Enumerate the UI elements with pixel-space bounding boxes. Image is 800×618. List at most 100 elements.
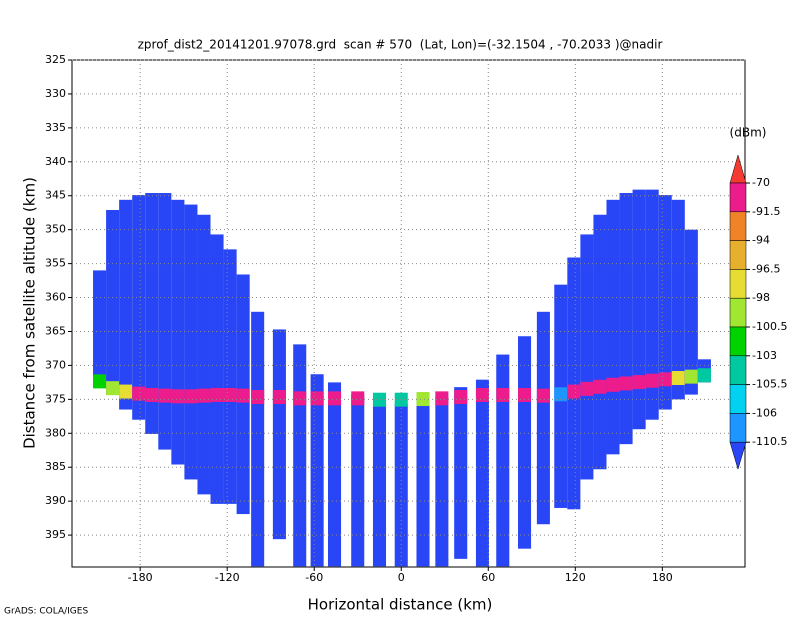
x-tick-label: 180 xyxy=(652,571,673,584)
y-tick-label: 395 xyxy=(45,528,66,541)
colorbar-label: -96.5 xyxy=(752,262,780,275)
colorbar-segment xyxy=(729,355,747,385)
colorbar-unit: (dBm) xyxy=(730,126,767,140)
beam xyxy=(580,234,594,480)
y-tick-label: 345 xyxy=(45,189,66,202)
colorbar-segment xyxy=(729,240,747,270)
surface-echo xyxy=(435,391,449,406)
beam xyxy=(645,189,659,420)
surface-echo xyxy=(158,388,172,403)
surface-echo xyxy=(632,375,646,390)
surface-echo xyxy=(210,387,224,402)
x-tick-label: 120 xyxy=(565,571,586,584)
y-tick-label: 380 xyxy=(45,426,66,439)
colorbar-label: -70 xyxy=(752,176,770,189)
surface-echo xyxy=(394,392,408,407)
beam xyxy=(132,195,146,420)
surface-echo xyxy=(475,387,489,402)
surface-echo xyxy=(93,374,107,389)
surface-echo xyxy=(372,392,387,407)
beam xyxy=(496,354,510,567)
colorbar-segment xyxy=(729,269,747,299)
y-tick-label: 365 xyxy=(45,324,66,337)
beam xyxy=(210,234,224,504)
surface-echo xyxy=(536,388,550,403)
beam xyxy=(372,399,387,567)
y-tick-label: 325 xyxy=(45,53,66,66)
colorbar-label: -106 xyxy=(752,406,777,419)
y-tick-label: 375 xyxy=(45,392,66,405)
y-tick-label: 350 xyxy=(45,223,66,236)
beam xyxy=(145,193,159,434)
x-tick-label: -180 xyxy=(128,571,153,584)
beam xyxy=(184,204,198,480)
surface-echo xyxy=(251,390,265,404)
surface-echo xyxy=(223,387,237,402)
surface-echo xyxy=(518,387,532,402)
beam xyxy=(619,193,633,445)
surface-echo xyxy=(684,369,698,384)
beam xyxy=(106,209,120,395)
colorbar-label: -110.5 xyxy=(752,435,787,448)
colorbar-bottom xyxy=(729,441,747,471)
beam xyxy=(119,199,133,410)
y-tick-label: 355 xyxy=(45,257,66,270)
surface-echo xyxy=(106,381,120,396)
y-tick-label: 360 xyxy=(45,291,66,304)
beam xyxy=(593,214,607,470)
beam xyxy=(518,336,532,549)
y-tick-label: 390 xyxy=(45,494,66,507)
chart-title: zprof_dist2_20141201.97078.grd scan # 57… xyxy=(138,38,663,52)
surface-echo xyxy=(416,392,430,407)
surface-echo xyxy=(658,372,672,387)
surface-echo xyxy=(697,368,711,383)
beam xyxy=(454,387,468,559)
colorbar-label: -91.5 xyxy=(752,205,780,218)
colorbar-segment xyxy=(729,297,747,328)
beam xyxy=(197,214,211,495)
surface-echo xyxy=(554,387,568,402)
y-tick-label: 330 xyxy=(45,87,66,100)
colorbar-segment xyxy=(729,182,747,213)
footer: GrADS: COLA/IGES xyxy=(4,607,88,617)
beam xyxy=(435,396,449,567)
beam xyxy=(310,374,324,567)
colorbar-label: -98 xyxy=(752,291,770,304)
beam xyxy=(475,379,489,567)
surface-echo xyxy=(145,387,159,402)
surface-echo xyxy=(272,390,286,404)
beam xyxy=(567,257,581,510)
beam xyxy=(171,199,185,465)
surface-echo xyxy=(454,390,468,404)
surface-echo xyxy=(328,391,342,406)
surface-echo xyxy=(619,376,633,391)
x-tick-label: -60 xyxy=(305,571,323,584)
beam xyxy=(328,382,342,567)
colorbar-segment xyxy=(729,326,747,357)
beam xyxy=(293,344,307,567)
surface-echo xyxy=(645,373,659,388)
y-tick-label: 335 xyxy=(45,121,66,134)
x-tick-label: -120 xyxy=(215,571,240,584)
surface-echo xyxy=(310,391,324,406)
beam xyxy=(632,189,646,430)
surface-echo xyxy=(671,370,685,385)
surface-echo xyxy=(119,384,133,399)
colorbar-label: -100.5 xyxy=(752,320,787,333)
x-tick-label: 60 xyxy=(481,571,495,584)
beam xyxy=(93,270,107,380)
beam xyxy=(606,199,620,455)
y-tick-label: 370 xyxy=(45,358,66,371)
colorbar-segment xyxy=(729,384,747,414)
beam xyxy=(536,311,550,525)
surface-echo xyxy=(184,389,198,404)
plot-area xyxy=(93,189,711,567)
surface-echo xyxy=(593,379,607,394)
surface-echo xyxy=(132,386,146,401)
surface-echo xyxy=(197,388,211,403)
beam xyxy=(158,193,172,450)
colorbar-label: -105.5 xyxy=(752,378,787,391)
surface-echo xyxy=(496,387,510,402)
beam xyxy=(223,249,237,504)
